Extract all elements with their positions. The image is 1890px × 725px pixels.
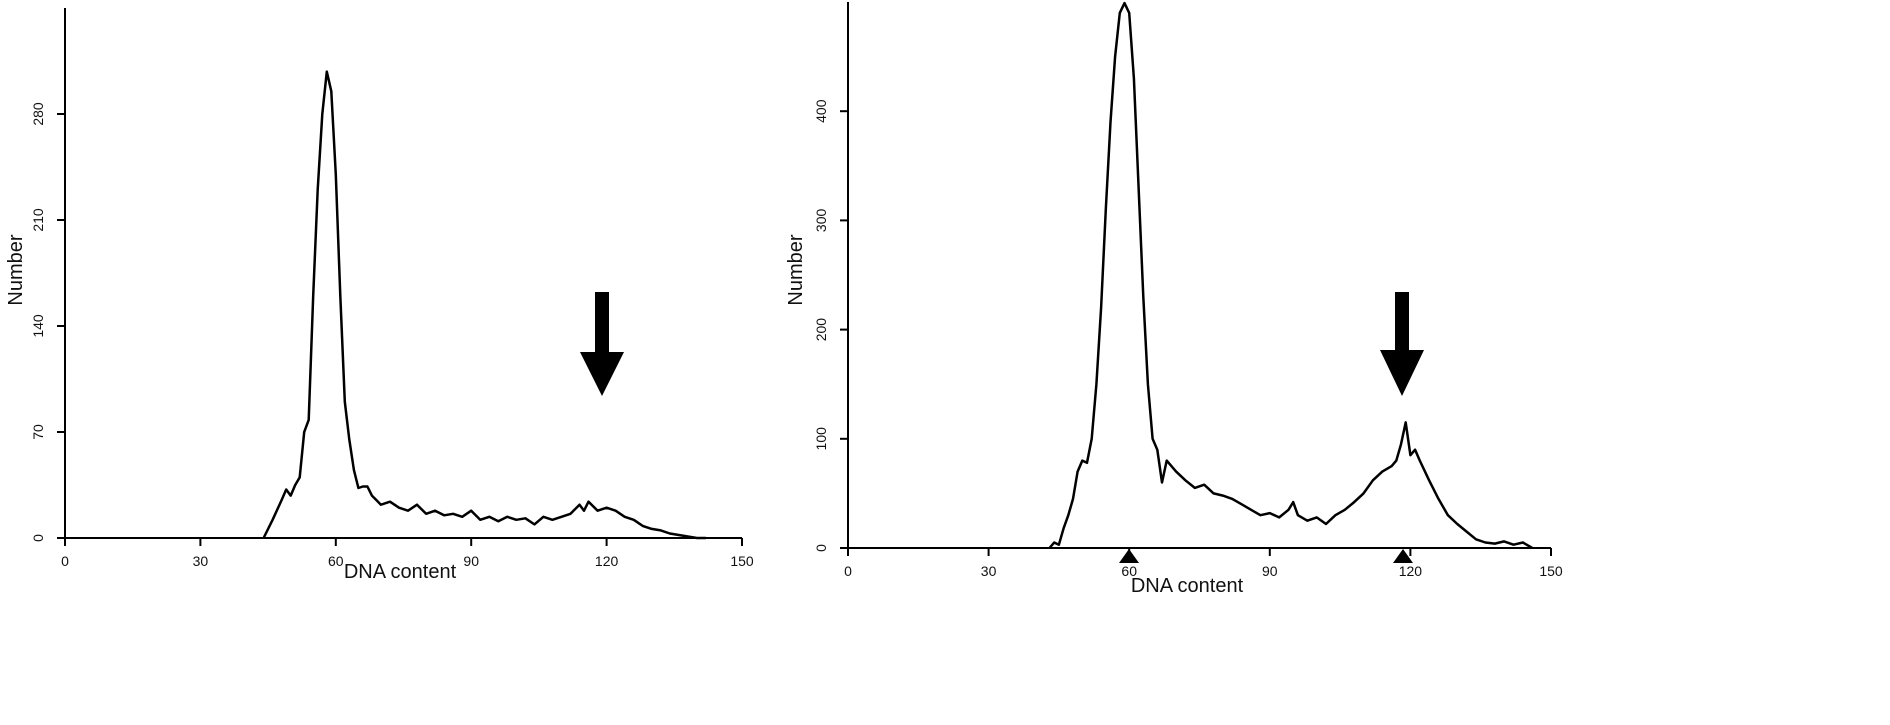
x-tick-label: 90 [463, 553, 479, 569]
x-tick-label: 120 [595, 553, 619, 569]
y-tick-label: 210 [30, 208, 46, 232]
y-tick-label: 400 [813, 99, 829, 123]
y-tick-label: 200 [813, 318, 829, 342]
data-line [1048, 1, 1533, 550]
y-axis-title: Number [5, 234, 27, 305]
x-tick-label: 150 [1539, 563, 1563, 579]
data-line [262, 70, 706, 540]
x-tick-label: 90 [1262, 563, 1278, 579]
x-tick-label: 60 [1121, 563, 1137, 579]
y-tick-label: 0 [813, 544, 829, 552]
axis-marker [1119, 549, 1413, 563]
y-tick-label: 70 [30, 424, 46, 440]
x-tick-label: 60 [328, 553, 344, 569]
y-tick-label: 0 [30, 534, 46, 542]
y-tick-label: 280 [30, 102, 46, 126]
y-tick-label: 140 [30, 314, 46, 338]
x-tick-label: 0 [61, 553, 69, 569]
x-axis-title: DNA content [1131, 575, 1244, 597]
x-tick-label: 0 [844, 563, 852, 579]
y-tick-label: 300 [813, 209, 829, 233]
x-tick-label: 150 [730, 553, 754, 569]
x-tick-label: 30 [981, 563, 997, 579]
y-axis-title: Number [785, 234, 807, 305]
x-tick-label: 30 [193, 553, 209, 569]
y-tick-label: 100 [813, 427, 829, 451]
x-axis-title: DNA content [344, 561, 457, 583]
x-tick-label: 120 [1399, 563, 1423, 579]
annotation-arrow [580, 292, 1424, 396]
